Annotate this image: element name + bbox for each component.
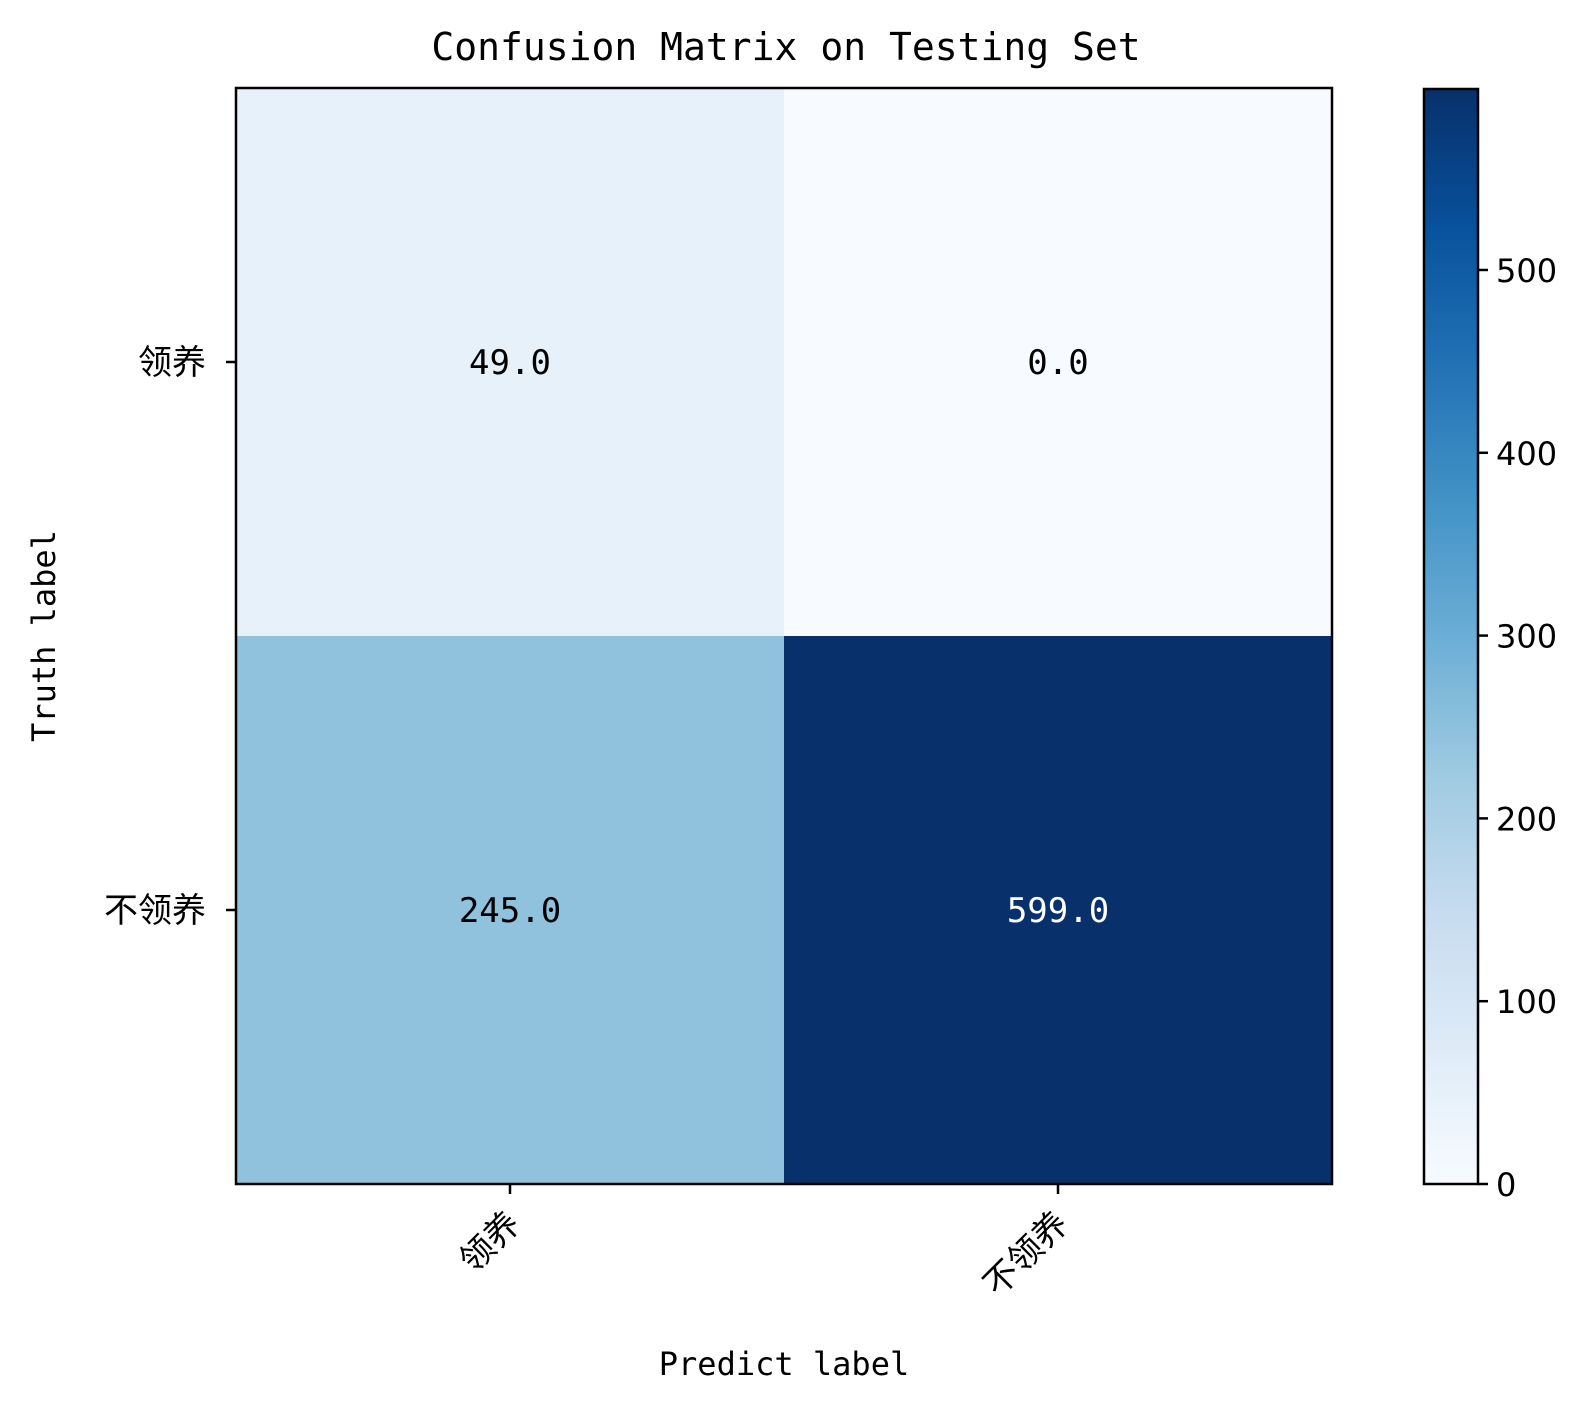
x-axis-ticks: 领养 不领养: [452, 1184, 1076, 1304]
y-tick-label: 不领养: [104, 891, 206, 931]
y-axis-label: Truth label: [25, 530, 63, 742]
colorbar-tick-label: 100: [1496, 983, 1557, 1021]
x-tick-label: 领养: [452, 1204, 528, 1280]
colorbar-tick-label: 200: [1496, 800, 1557, 838]
colorbar-tick-label: 500: [1496, 252, 1557, 290]
colorbar-tick-label: 0: [1496, 1166, 1516, 1204]
plot-frame: [234, 86, 1334, 1186]
colorbar-tick-label: 400: [1496, 435, 1557, 473]
cell-value-label: 0.0: [1027, 343, 1088, 383]
x-tick-label: 不领养: [976, 1204, 1076, 1304]
cell-value-label: 245.0: [459, 891, 561, 931]
colorbar-ticks: 0 100 200 300 400 500: [1478, 252, 1557, 1204]
heatmap-cell: [784, 88, 1333, 637]
heatmap-cells: 49.0 0.0 245.0 599.0: [236, 88, 1333, 1185]
cell-value-label: 599.0: [1007, 891, 1109, 931]
colorbar: [1422, 87, 1480, 1186]
cell-value-label: 49.0: [469, 343, 551, 383]
colorbar-tick-label: 300: [1496, 618, 1557, 656]
y-tick-label: 领养: [138, 343, 206, 383]
x-axis-label: Predict label: [659, 1345, 909, 1383]
heatmap-cell: [236, 636, 785, 1185]
chart-title: Confusion Matrix on Testing Set: [431, 25, 1140, 69]
heatmap-cell: [236, 88, 785, 637]
heatmap-cell: [784, 636, 1333, 1185]
